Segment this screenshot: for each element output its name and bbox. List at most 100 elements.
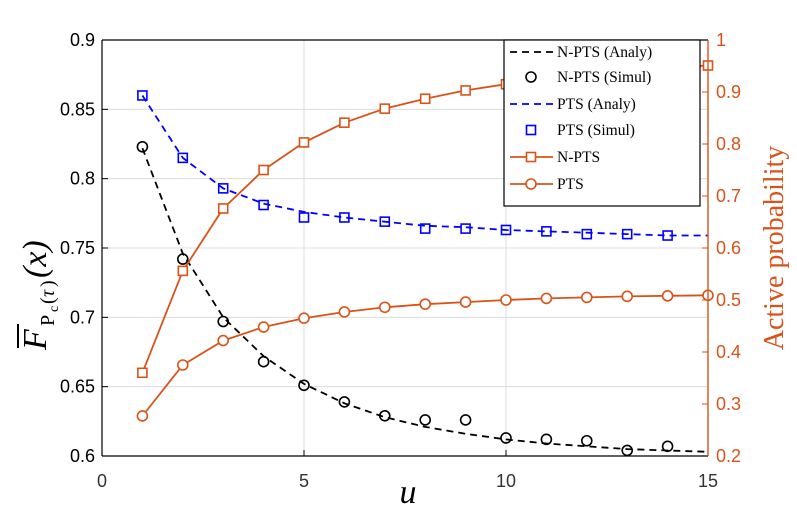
- data-point: [460, 85, 471, 96]
- data-point: [258, 164, 269, 176]
- series-line: [141, 95, 708, 237]
- y-label-sub-P: P: [37, 315, 59, 326]
- data-point: [419, 414, 432, 426]
- data-point: [460, 223, 471, 234]
- y-left-tick-label: 0.8: [70, 169, 95, 189]
- data-point: [540, 292, 553, 305]
- data-point: [298, 379, 310, 392]
- series-line: [141, 294, 709, 417]
- data-point: [580, 434, 593, 447]
- data-point: [257, 321, 270, 333]
- legend-symbols: [510, 51, 553, 190]
- y-label-sub-tau: τ: [37, 289, 59, 297]
- y-right-tick-label: 0.9: [716, 82, 741, 102]
- data-point: [137, 90, 148, 101]
- y-axis-right-label: Active probability: [759, 146, 790, 351]
- data-point: [177, 253, 189, 265]
- data-point: [500, 294, 512, 306]
- data-point: [217, 183, 229, 194]
- y-axis-left-label: F P c ( τ ) (x): [17, 240, 62, 351]
- series-pts-simul: [137, 90, 673, 241]
- series-line: [141, 147, 709, 453]
- y-label-sub-c: c: [47, 306, 62, 312]
- data-point: [379, 103, 391, 114]
- data-point: [258, 199, 269, 211]
- y-right-tick-label: 0.6: [716, 238, 741, 258]
- data-point: [177, 265, 189, 277]
- data-point: [378, 301, 391, 314]
- series-n-pts-analy: [141, 147, 709, 453]
- x-tick-label: 5: [299, 471, 309, 491]
- data-point: [661, 290, 674, 302]
- data-point: [339, 212, 350, 223]
- legend-label-npts-simul: N-PTS (Simul): [557, 69, 651, 86]
- data-point: [419, 93, 431, 105]
- data-point: [661, 440, 674, 453]
- data-point: [136, 410, 149, 422]
- legend-label-pts: PTS: [557, 176, 584, 193]
- data-point: [621, 228, 633, 240]
- data-point: [541, 226, 552, 237]
- y-label-sub-open: (: [37, 297, 59, 304]
- data-point: [177, 359, 189, 371]
- data-point: [298, 137, 310, 148]
- data-point: [298, 212, 310, 223]
- legend-label-pts-simul: PTS (Simul): [557, 122, 635, 139]
- legend-label-npts-analy: N-PTS (Analy): [557, 44, 652, 61]
- data-point: [580, 291, 593, 304]
- legend-box: [503, 39, 701, 207]
- y-right-tick-label: 0.7: [716, 186, 741, 206]
- y-left-tick-label: 0.85: [60, 99, 95, 119]
- data-point: [298, 312, 310, 325]
- ticks: 0 5 10 15 0.6 0.65 0.7 0.75 0.8 0.85 0.9 0.2 0.3 0.4 0…: [60, 30, 741, 491]
- data-point: [662, 230, 673, 241]
- x-tick-label: 10: [496, 471, 516, 491]
- data-point: [419, 223, 431, 234]
- legend-label-npts: N-PTS: [557, 149, 600, 166]
- legend-symbol-marker: [525, 151, 537, 163]
- data-point: [459, 414, 472, 426]
- series-pts-analy: [141, 95, 708, 237]
- x-tick-label: 15: [698, 471, 718, 491]
- y-left-tick-label: 0.65: [60, 377, 95, 397]
- y-left-tick-label: 0.9: [70, 30, 95, 50]
- data-point: [217, 203, 229, 214]
- data-point: [621, 290, 634, 303]
- y-left-tick-label: 0.6: [70, 446, 95, 466]
- data-point: [217, 315, 229, 328]
- data-point: [379, 216, 391, 227]
- series-n-pts-simul: [136, 140, 674, 457]
- series-pts: [136, 289, 714, 422]
- data-point: [621, 444, 634, 457]
- y-right-tick-label: 0.2: [716, 446, 741, 466]
- data-point: [338, 396, 351, 408]
- y-label-arg: (x): [17, 240, 54, 278]
- data-point: [500, 432, 512, 444]
- data-point: [459, 296, 472, 308]
- y-left-tick-label: 0.75: [60, 238, 95, 258]
- data-point: [338, 306, 351, 318]
- data-point: [581, 228, 593, 240]
- data-point: [217, 334, 229, 347]
- x-tick-label: 0: [97, 471, 107, 491]
- data-point: [177, 152, 189, 164]
- y-label-sub-close: ): [37, 280, 59, 287]
- y-right-tick-label: 0.8: [716, 134, 741, 154]
- legend-label-pts-analy: PTS (Analy): [557, 96, 636, 113]
- y-left-tick-label: 0.7: [70, 307, 95, 327]
- y-label-F: F: [17, 328, 54, 351]
- y-right-tick-label: 0.5: [716, 290, 741, 310]
- data-point: [500, 224, 512, 236]
- y-right-tick-label: 1: [716, 30, 726, 50]
- legend-symbol-marker: [525, 124, 537, 136]
- data-point: [137, 367, 148, 379]
- legend-symbol-marker: [525, 71, 537, 83]
- data-point: [136, 140, 149, 153]
- data-point: [419, 298, 432, 310]
- legend-symbol-marker: [525, 178, 537, 190]
- x-axis-label: u: [400, 474, 417, 511]
- legend: N-PTS (Analy) N-PTS (Simul) PTS (Analy) …: [503, 39, 701, 207]
- data-point: [339, 117, 350, 128]
- y-right-tick-label: 0.4: [716, 342, 741, 362]
